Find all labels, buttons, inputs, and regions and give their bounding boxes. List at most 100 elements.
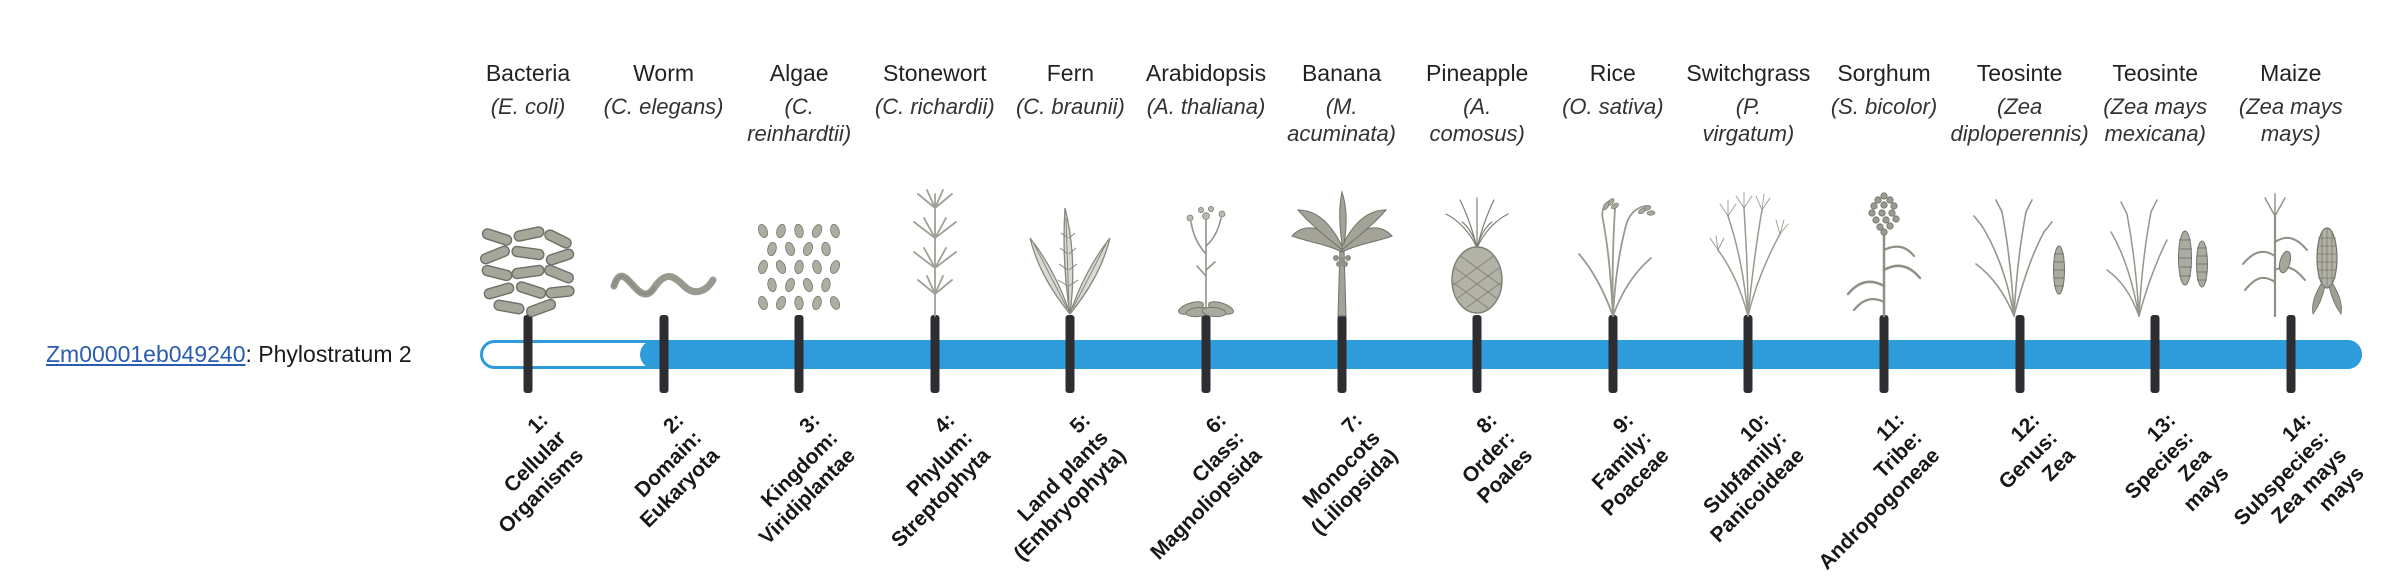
- organism-scientific-name-line: diploperennis): [1950, 121, 2089, 146]
- organism-scientific-name-line: mexicana): [2104, 121, 2206, 146]
- sorghum-icon: [1836, 186, 1932, 318]
- organism-scientific-name-line: comosus): [1429, 121, 1525, 146]
- pineapple-icon: [1434, 192, 1520, 318]
- stratum-tick-label: 4: Phylum: Streptophyta: [851, 408, 996, 553]
- organism-name: Pineapple: [1426, 60, 1529, 86]
- organism-name: Banana: [1301, 60, 1382, 86]
- stratum-column: Banana (M. acuminata): [1260, 58, 1424, 318]
- stratum-tick-label: 8: Order: Poales: [1437, 408, 1538, 509]
- stratum-tick: [659, 315, 669, 393]
- organism-name: Bacteria: [485, 60, 571, 86]
- organism-name: Worm: [633, 60, 695, 86]
- stratum-column: Sorghum (S. bicolor): [1802, 58, 1966, 318]
- organism-name: Rice: [1589, 60, 1636, 86]
- organism-name: Teosinte: [1976, 60, 2063, 86]
- organism-scientific-name-line: (C.: [784, 94, 814, 119]
- stratum-column: Switchgrass (P. virgatum): [1666, 58, 1830, 318]
- stratum-tick: [2015, 315, 2025, 393]
- stratum-tick-label: 1: Cellular Organisms: [458, 408, 589, 539]
- organism-scientific-name: (O. sativa): [1562, 93, 1663, 120]
- organism-scientific-name: (S. bicolor): [1831, 93, 1937, 120]
- organism-scientific-name: (A. thaliana): [1147, 93, 1266, 120]
- stratum-tick-label: 11: Tribe: Andropogoneae: [1778, 408, 1945, 575]
- phylostratum-text: : Phylostratum 2: [245, 341, 412, 367]
- stratum-tick: [1879, 315, 1889, 393]
- organism-scientific-name-line: mays): [2260, 121, 2321, 146]
- organism-scientific-name: (P. virgatum): [1703, 93, 1795, 147]
- organism-scientific-name: (A. comosus): [1430, 93, 1525, 147]
- stratum-tick-label: 9: Family: Poaceae: [1561, 408, 1674, 521]
- teosinte-mexicana-icon: [2099, 192, 2211, 318]
- organism-scientific-name: (C. elegans): [604, 93, 724, 120]
- stratum-tick: [1201, 315, 1211, 393]
- stratum-tick: [2150, 315, 2160, 393]
- organism-name: Stonewort: [883, 60, 987, 86]
- organism-scientific-name: (M. acuminata): [1287, 93, 1396, 147]
- stratum-tick: [2286, 315, 2296, 393]
- stratum-column: Bacteria (E. coli): [446, 58, 610, 318]
- organism-name: Maize: [2260, 60, 2322, 86]
- organism-scientific-name-line: (M.: [1325, 94, 1358, 119]
- organism-scientific-name-line: reinhardtii): [747, 121, 852, 146]
- stratum-tick: [930, 315, 940, 393]
- organism-scientific-name-line: (Zea: [1996, 94, 2043, 119]
- organism-scientific-name: (Zea diploperennis): [1950, 93, 2088, 147]
- stratum-tick-label: 13: Species: Zea mays: [2102, 408, 2234, 540]
- timeline-fill: [640, 340, 2362, 369]
- maize-icon: [2235, 186, 2347, 318]
- organism-name: Arabidopsis: [1145, 60, 1267, 86]
- organism-scientific-name-line: (A. thaliana): [1146, 94, 1266, 119]
- stratum-column: Algae (C. reinhardtii): [717, 58, 881, 318]
- stratum-tick-label: 2: Domain: Eukaryota: [600, 408, 725, 533]
- stratum-column: Arabidopsis (A. thaliana): [1124, 58, 1288, 318]
- organism-scientific-name-line: virgatum): [1702, 121, 1795, 146]
- organism-scientific-name-line: (O. sativa): [1562, 94, 1664, 119]
- stratum-tick: [1608, 315, 1618, 393]
- worm-icon: [608, 246, 720, 318]
- stratum-tick: [1065, 315, 1075, 393]
- organism-scientific-name-line: (C. braunii): [1015, 94, 1125, 119]
- stratum-tick: [1472, 315, 1482, 393]
- stratum-tick-label: 6: Class: Magnoliopsida: [1110, 408, 1267, 565]
- stratum-tick: [1743, 315, 1753, 393]
- organism-scientific-name-line: (Zea mays: [2238, 94, 2343, 119]
- organism-name: Algae: [769, 60, 829, 86]
- stratum-tick-label: 7: Monocots (Liliopsida): [1270, 408, 1402, 540]
- organism-name: Teosinte: [2112, 60, 2199, 86]
- stratum-column: Rice (O. sativa): [1531, 58, 1695, 318]
- organism-name: Sorghum: [1837, 60, 1931, 86]
- organism-scientific-name-line: (P.: [1735, 94, 1762, 119]
- stratum-tick-label: 5: Land plants (Embryophyta): [974, 408, 1132, 566]
- organism-scientific-name-line: (E. coli): [490, 94, 566, 119]
- gene-id-link[interactable]: Zm00001eb049240: [46, 341, 246, 367]
- arabidopsis-icon: [1161, 192, 1251, 318]
- stratum-tick: [1337, 315, 1347, 393]
- stratum-tick: [523, 315, 533, 393]
- organism-scientific-name-line: (C. richardii): [874, 94, 995, 119]
- switchgrass-icon: [1698, 186, 1798, 318]
- teosinte-diploperennis-icon: [1964, 192, 2076, 318]
- organism-name: Switchgrass: [1686, 60, 1811, 86]
- rice-icon: [1563, 192, 1663, 318]
- algae-icon: [749, 222, 849, 318]
- organism-scientific-name: (C. braunii): [1016, 93, 1125, 120]
- organism-scientific-name-line: (S. bicolor): [1830, 94, 1938, 119]
- stratum-column: Stonewort (C. richardii): [853, 58, 1017, 318]
- organism-scientific-name: (Zea mays mays): [2239, 93, 2343, 147]
- organism-scientific-name-line: acuminata): [1287, 121, 1397, 146]
- stratum-column: Maize (Zea mays mays): [2209, 58, 2373, 318]
- organism-scientific-name-line: (Zea mays: [2103, 94, 2208, 119]
- banana-icon: [1286, 186, 1398, 318]
- stratum-tick-label: 12: Genus: Zea: [1976, 408, 2080, 512]
- stratum-column: Pineapple (A. comosus): [1395, 58, 1559, 318]
- stratum-column: Worm (C. elegans): [582, 58, 746, 318]
- fern-icon: [1014, 196, 1126, 318]
- organism-name: Fern: [1046, 60, 1095, 86]
- stratum-column: Fern (C. braunii): [988, 58, 1152, 318]
- stratum-tick: [794, 315, 804, 393]
- organism-scientific-name: (C. reinhardtii): [747, 93, 851, 147]
- organism-scientific-name-line: (A.: [1463, 94, 1492, 119]
- gene-phylostratum-label: Zm00001eb049240: Phylostratum 2: [46, 341, 412, 368]
- organism-scientific-name: (C. richardii): [875, 93, 995, 120]
